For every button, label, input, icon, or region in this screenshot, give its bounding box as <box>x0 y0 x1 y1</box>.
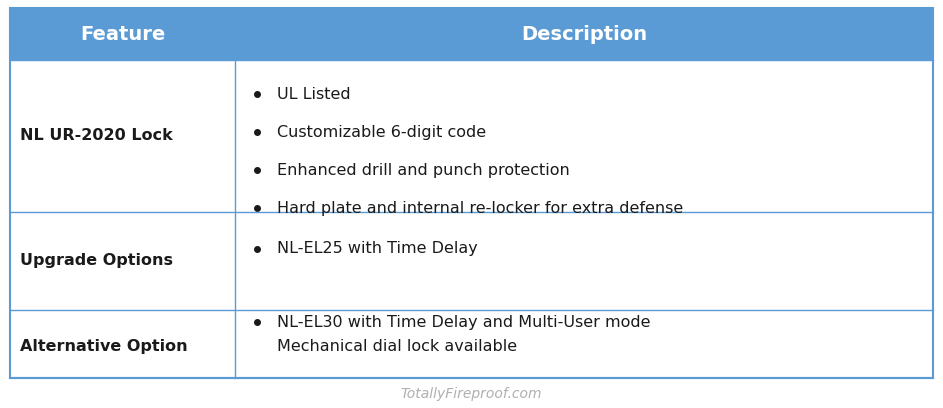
Text: Alternative Option: Alternative Option <box>20 339 188 354</box>
Text: Enhanced drill and punch protection: Enhanced drill and punch protection <box>277 163 570 178</box>
Text: Upgrade Options: Upgrade Options <box>20 253 173 268</box>
Text: NL-EL30 with Time Delay and Multi-User mode: NL-EL30 with Time Delay and Multi-User m… <box>277 315 651 330</box>
Text: Description: Description <box>521 24 647 44</box>
Text: UL Listed: UL Listed <box>277 87 351 102</box>
Text: NL UR-2020 Lock: NL UR-2020 Lock <box>20 129 173 144</box>
Text: NL-EL25 with Time Delay: NL-EL25 with Time Delay <box>277 241 478 256</box>
Text: Feature: Feature <box>80 24 165 44</box>
Bar <box>10 8 933 60</box>
Text: Customizable 6-digit code: Customizable 6-digit code <box>277 125 487 140</box>
Text: Mechanical dial lock available: Mechanical dial lock available <box>277 339 517 354</box>
Text: TotallyFireproof.com: TotallyFireproof.com <box>401 387 542 401</box>
Text: Hard plate and internal re-locker for extra defense: Hard plate and internal re-locker for ex… <box>277 201 684 216</box>
